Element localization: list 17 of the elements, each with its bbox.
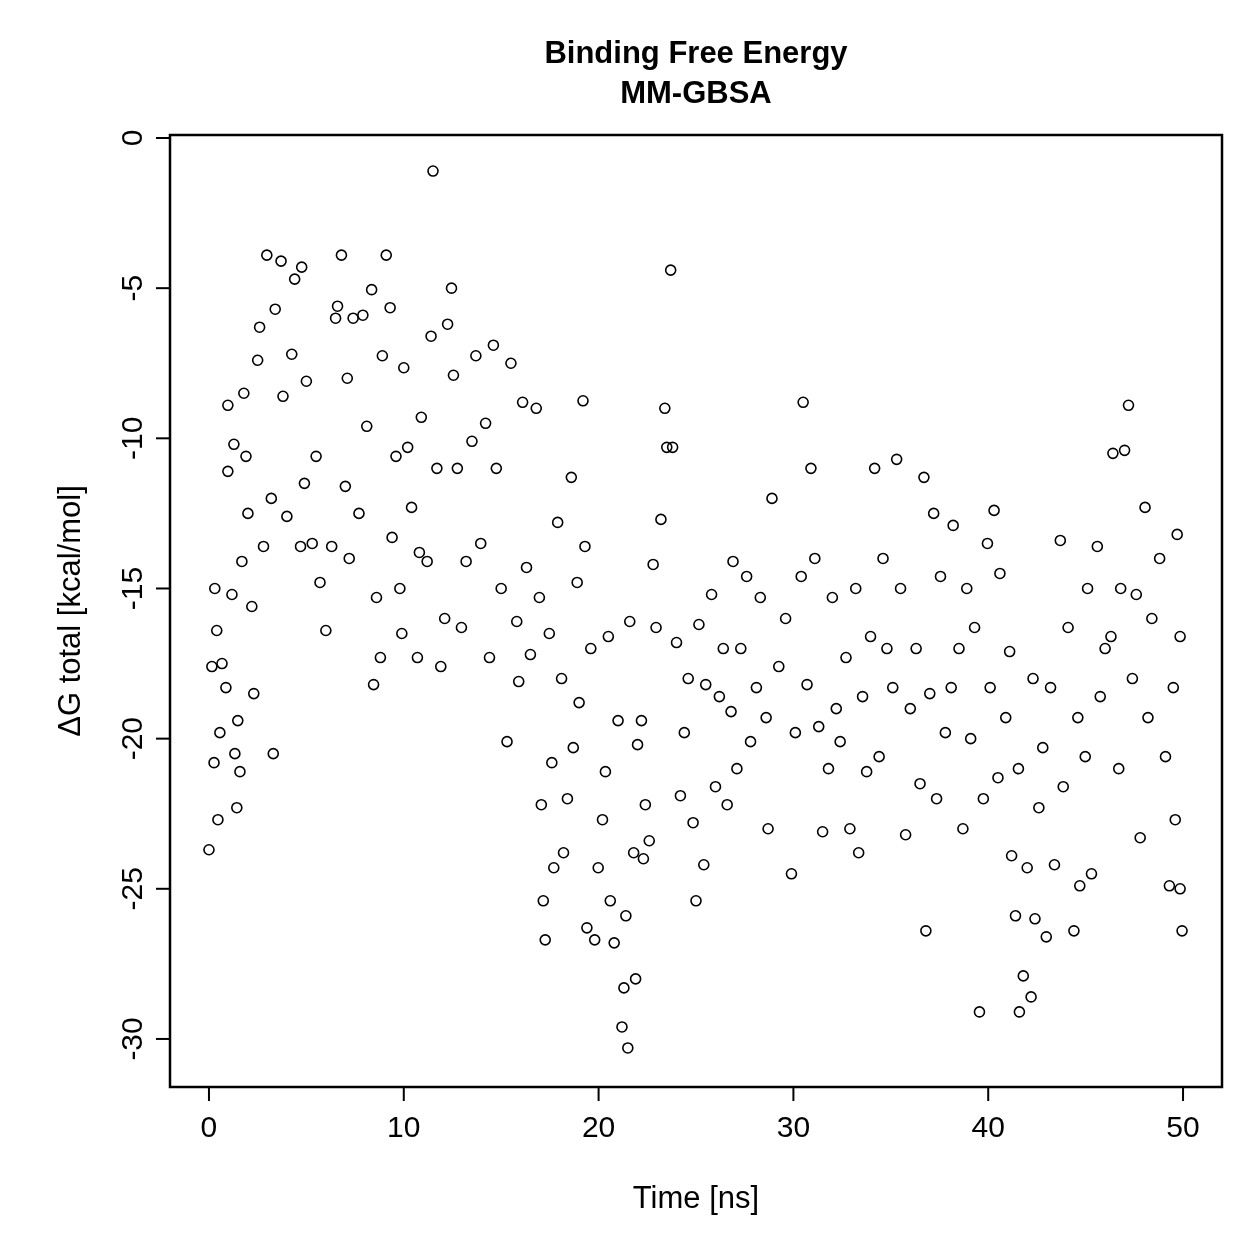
y-tick-label: -20 (115, 716, 148, 761)
x-tick-label: 50 (1166, 1110, 1200, 1143)
x-tick-label: 40 (971, 1110, 1005, 1143)
y-tick-label: -10 (115, 416, 148, 460)
chart-subtitle: MM-GBSA (620, 75, 772, 110)
y-tick-label: -30 (115, 1017, 148, 1061)
y-tick-label: 0 (115, 129, 148, 147)
y-tick-label: -25 (115, 867, 148, 911)
y-axis-title: ΔG total [kcal/mol] (52, 485, 87, 737)
x-tick-label: 20 (581, 1110, 616, 1143)
y-tick-label: -5 (115, 274, 148, 302)
chart-title: Binding Free Energy (544, 35, 849, 70)
x-tick-label: 10 (387, 1110, 421, 1143)
x-axis-title: Time [ns] (632, 1180, 760, 1215)
x-tick-label: 0 (200, 1110, 218, 1143)
x-tick-label: 30 (776, 1110, 811, 1143)
y-tick-label: -15 (115, 566, 148, 611)
